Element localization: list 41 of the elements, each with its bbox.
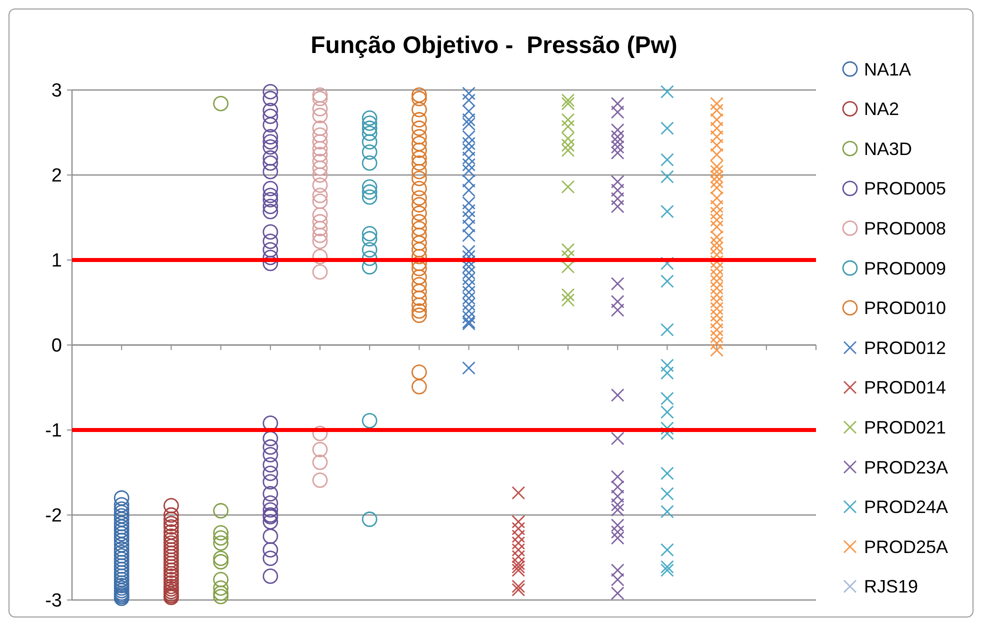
point: [412, 87, 427, 103]
legend-label: PROD008: [864, 218, 946, 238]
legend-label: PROD009: [864, 258, 946, 278]
point: [262, 528, 278, 544]
legend-label: PROD021: [864, 418, 946, 438]
point: [213, 96, 228, 112]
point: [312, 87, 328, 103]
point: [362, 110, 378, 126]
point: [512, 486, 526, 500]
legend-label: PROD012: [864, 338, 946, 358]
point: [114, 490, 130, 506]
y-tick-label: -2: [45, 506, 62, 527]
point: [262, 84, 278, 100]
chart-title: Função Objetivo - Pressão (Pw): [310, 32, 678, 59]
legend-label: PROD24A: [864, 497, 948, 518]
point: [462, 86, 476, 100]
legend-label: PROD010: [864, 298, 946, 318]
point: [164, 498, 179, 514]
point: [660, 85, 674, 98]
point: [262, 542, 278, 558]
legend-label: RJS19: [864, 576, 918, 597]
legend-label: NA2: [864, 99, 900, 120]
point: [710, 336, 724, 350]
legend-label: PROD014: [864, 378, 946, 398]
point: [262, 550, 278, 566]
point: [710, 343, 724, 357]
legend-label: PROD23A: [864, 457, 948, 478]
legend-label: NA3D: [864, 138, 912, 159]
point: [710, 96, 724, 110]
y-tick-label: -3: [45, 590, 62, 612]
legend-label: NA1A: [864, 59, 912, 80]
y-tick-label: -1: [45, 420, 62, 442]
y-tick-label: 1: [51, 250, 62, 272]
y-tick-label: 2: [51, 166, 62, 187]
y-tick-label: 3: [51, 80, 62, 102]
point: [561, 94, 575, 107]
legend-label: PROD25A: [864, 536, 948, 557]
y-tick-label: 0: [51, 336, 62, 357]
legend-label: PROD005: [864, 178, 946, 199]
point: [262, 568, 278, 584]
point: [610, 96, 624, 110]
